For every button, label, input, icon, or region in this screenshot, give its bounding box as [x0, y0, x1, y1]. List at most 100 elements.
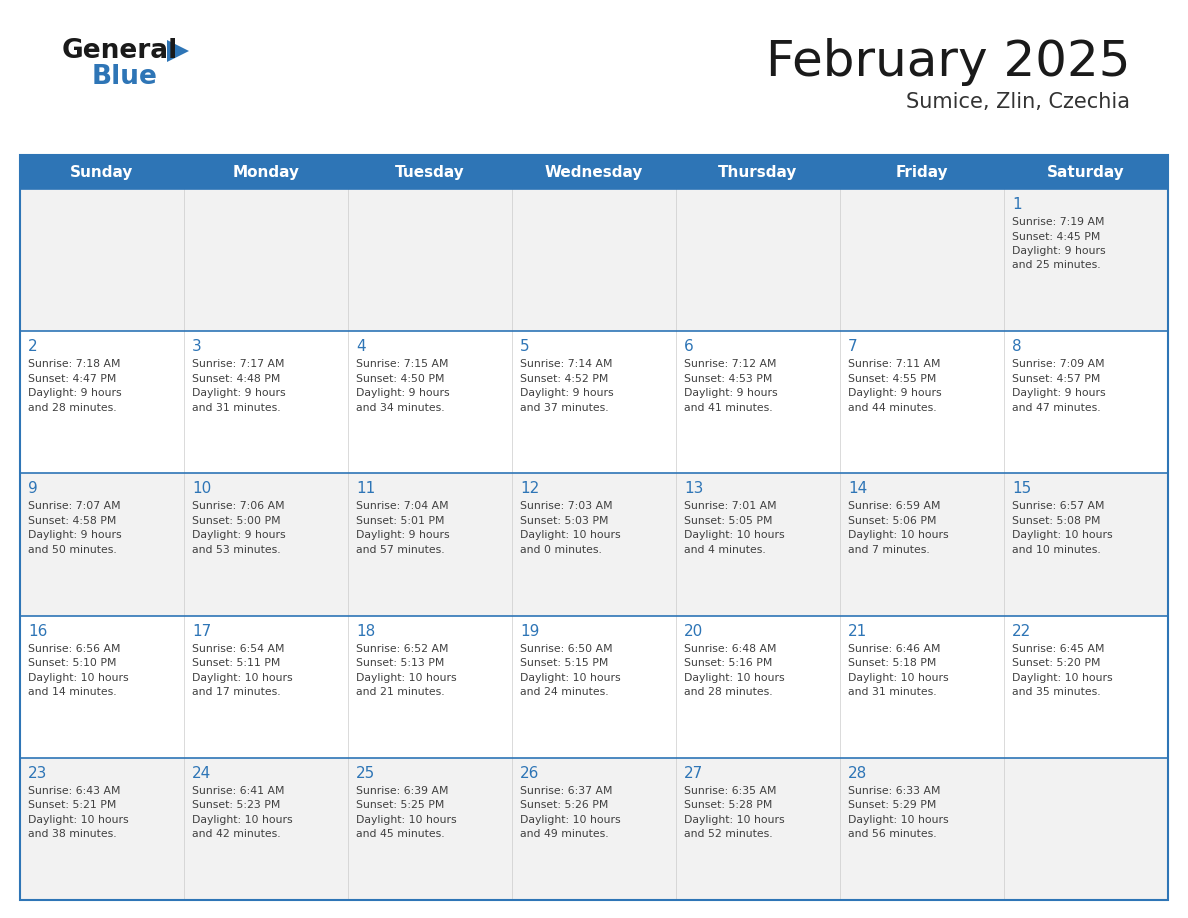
Text: 21: 21	[848, 623, 867, 639]
Text: Daylight: 9 hours: Daylight: 9 hours	[848, 388, 942, 398]
Text: and 14 minutes.: and 14 minutes.	[29, 687, 116, 697]
Text: Sunset: 4:58 PM: Sunset: 4:58 PM	[29, 516, 116, 526]
Text: 7: 7	[848, 339, 858, 354]
Text: 17: 17	[192, 623, 211, 639]
Text: Sunset: 5:29 PM: Sunset: 5:29 PM	[848, 800, 936, 811]
Text: Sunrise: 7:15 AM: Sunrise: 7:15 AM	[356, 359, 449, 369]
Text: and 10 minutes.: and 10 minutes.	[1012, 545, 1101, 554]
Text: 22: 22	[1012, 623, 1031, 639]
Text: 9: 9	[29, 481, 38, 497]
Text: Sunset: 4:55 PM: Sunset: 4:55 PM	[848, 374, 936, 384]
Text: 18: 18	[356, 623, 375, 639]
Text: Sunset: 5:15 PM: Sunset: 5:15 PM	[520, 658, 608, 668]
Text: Sunset: 4:50 PM: Sunset: 4:50 PM	[356, 374, 444, 384]
Text: and 7 minutes.: and 7 minutes.	[848, 545, 930, 554]
Text: Sunset: 5:01 PM: Sunset: 5:01 PM	[356, 516, 444, 526]
Text: Daylight: 10 hours: Daylight: 10 hours	[1012, 531, 1113, 541]
Bar	[184, 155, 348, 189]
Text: Sunrise: 7:12 AM: Sunrise: 7:12 AM	[684, 359, 777, 369]
Bar	[676, 155, 840, 189]
Text: 11: 11	[356, 481, 375, 497]
Text: 16: 16	[29, 623, 48, 639]
Text: Daylight: 9 hours: Daylight: 9 hours	[356, 388, 449, 398]
Text: Sunrise: 7:14 AM: Sunrise: 7:14 AM	[520, 359, 613, 369]
Text: Daylight: 9 hours: Daylight: 9 hours	[1012, 388, 1106, 398]
Bar	[20, 616, 1168, 757]
Text: Sunrise: 6:57 AM: Sunrise: 6:57 AM	[1012, 501, 1105, 511]
Text: Sunrise: 6:35 AM: Sunrise: 6:35 AM	[684, 786, 777, 796]
Text: and 56 minutes.: and 56 minutes.	[848, 829, 936, 839]
Text: 10: 10	[192, 481, 211, 497]
Text: and 34 minutes.: and 34 minutes.	[356, 403, 444, 413]
Text: Sunrise: 6:39 AM: Sunrise: 6:39 AM	[356, 786, 449, 796]
Text: Daylight: 9 hours: Daylight: 9 hours	[192, 531, 285, 541]
Text: Sunset: 5:11 PM: Sunset: 5:11 PM	[192, 658, 280, 668]
Text: 28: 28	[848, 766, 867, 781]
Text: and 45 minutes.: and 45 minutes.	[356, 829, 444, 839]
Text: Thursday: Thursday	[719, 164, 797, 180]
Text: Blue: Blue	[91, 64, 158, 90]
Bar	[512, 155, 676, 189]
Text: February 2025: February 2025	[765, 38, 1130, 86]
Text: Sunset: 5:08 PM: Sunset: 5:08 PM	[1012, 516, 1100, 526]
Text: and 50 minutes.: and 50 minutes.	[29, 545, 116, 554]
Text: Daylight: 10 hours: Daylight: 10 hours	[684, 815, 784, 824]
Text: 3: 3	[192, 339, 202, 354]
Text: Sunrise: 7:09 AM: Sunrise: 7:09 AM	[1012, 359, 1105, 369]
Text: Sunset: 5:25 PM: Sunset: 5:25 PM	[356, 800, 444, 811]
Text: 2: 2	[29, 339, 38, 354]
Text: Sunrise: 7:01 AM: Sunrise: 7:01 AM	[684, 501, 777, 511]
Text: Sunrise: 6:33 AM: Sunrise: 6:33 AM	[848, 786, 941, 796]
Text: and 49 minutes.: and 49 minutes.	[520, 829, 608, 839]
Text: Sunset: 4:47 PM: Sunset: 4:47 PM	[29, 374, 116, 384]
Text: Daylight: 9 hours: Daylight: 9 hours	[192, 388, 285, 398]
Text: Sunrise: 6:46 AM: Sunrise: 6:46 AM	[848, 644, 941, 654]
Text: Daylight: 10 hours: Daylight: 10 hours	[520, 815, 620, 824]
Text: Daylight: 10 hours: Daylight: 10 hours	[520, 531, 620, 541]
Text: Sunset: 5:06 PM: Sunset: 5:06 PM	[848, 516, 936, 526]
Text: and 17 minutes.: and 17 minutes.	[192, 687, 280, 697]
Text: and 25 minutes.: and 25 minutes.	[1012, 261, 1100, 271]
Text: Sunset: 5:20 PM: Sunset: 5:20 PM	[1012, 658, 1100, 668]
Bar	[20, 155, 184, 189]
Text: Daylight: 10 hours: Daylight: 10 hours	[848, 673, 949, 683]
Text: Sunrise: 6:48 AM: Sunrise: 6:48 AM	[684, 644, 777, 654]
Text: Sunrise: 6:37 AM: Sunrise: 6:37 AM	[520, 786, 613, 796]
Text: 25: 25	[356, 766, 375, 781]
Text: Sunrise: 6:56 AM: Sunrise: 6:56 AM	[29, 644, 120, 654]
Text: Daylight: 9 hours: Daylight: 9 hours	[684, 388, 778, 398]
Text: and 31 minutes.: and 31 minutes.	[848, 687, 936, 697]
Text: Sunset: 5:21 PM: Sunset: 5:21 PM	[29, 800, 116, 811]
Text: and 47 minutes.: and 47 minutes.	[1012, 403, 1100, 413]
Text: Daylight: 10 hours: Daylight: 10 hours	[848, 531, 949, 541]
Text: and 28 minutes.: and 28 minutes.	[684, 687, 772, 697]
Text: Sumice, Zlin, Czechia: Sumice, Zlin, Czechia	[906, 92, 1130, 112]
Text: Daylight: 10 hours: Daylight: 10 hours	[29, 815, 128, 824]
Text: Sunrise: 7:19 AM: Sunrise: 7:19 AM	[1012, 217, 1105, 227]
Text: Sunrise: 7:07 AM: Sunrise: 7:07 AM	[29, 501, 121, 511]
Bar	[348, 155, 512, 189]
Bar	[20, 331, 1168, 474]
Text: 19: 19	[520, 623, 539, 639]
Text: Sunrise: 6:45 AM: Sunrise: 6:45 AM	[1012, 644, 1105, 654]
Text: 24: 24	[192, 766, 211, 781]
Text: and 42 minutes.: and 42 minutes.	[192, 829, 280, 839]
Bar	[1004, 155, 1168, 189]
Text: and 28 minutes.: and 28 minutes.	[29, 403, 116, 413]
Text: Sunset: 5:28 PM: Sunset: 5:28 PM	[684, 800, 772, 811]
Text: Sunrise: 7:04 AM: Sunrise: 7:04 AM	[356, 501, 449, 511]
Text: Sunday: Sunday	[70, 164, 134, 180]
Bar	[20, 155, 1168, 900]
Text: Sunset: 5:03 PM: Sunset: 5:03 PM	[520, 516, 608, 526]
Text: and 52 minutes.: and 52 minutes.	[684, 829, 772, 839]
Text: 14: 14	[848, 481, 867, 497]
Text: and 35 minutes.: and 35 minutes.	[1012, 687, 1100, 697]
Text: and 31 minutes.: and 31 minutes.	[192, 403, 280, 413]
Text: Daylight: 10 hours: Daylight: 10 hours	[684, 673, 784, 683]
Text: Sunrise: 6:52 AM: Sunrise: 6:52 AM	[356, 644, 449, 654]
Bar	[20, 474, 1168, 616]
Text: 23: 23	[29, 766, 48, 781]
Text: Daylight: 10 hours: Daylight: 10 hours	[356, 815, 456, 824]
Text: and 41 minutes.: and 41 minutes.	[684, 403, 772, 413]
Text: Sunset: 5:23 PM: Sunset: 5:23 PM	[192, 800, 280, 811]
